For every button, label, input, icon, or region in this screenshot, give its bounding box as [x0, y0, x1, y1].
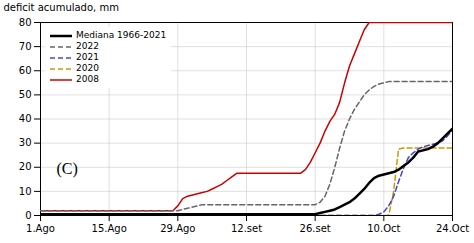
svg-text:0: 0 [25, 210, 31, 221]
svg-text:(C): (C) [57, 160, 78, 178]
svg-text:deficit acumulado, mm: deficit acumulado, mm [4, 2, 119, 13]
svg-text:40: 40 [19, 113, 32, 124]
svg-text:26.set: 26.set [300, 223, 331, 234]
svg-text:50: 50 [19, 89, 32, 100]
html-text:2022: 2022 [76, 41, 99, 51]
svg-text:20: 20 [19, 161, 32, 172]
html-text:Mediana 1966-2021: Mediana 1966-2021 [76, 30, 167, 40]
svg-text:15.Ago: 15.Ago [92, 223, 127, 234]
html-text:2021: 2021 [76, 52, 99, 62]
svg-text:80: 80 [19, 17, 32, 28]
svg-text:24.Oct: 24.Oct [436, 223, 469, 234]
svg-text:60: 60 [19, 65, 32, 76]
svg-text:70: 70 [19, 41, 32, 52]
html-text:2020: 2020 [76, 63, 99, 73]
svg-text:29.Ago: 29.Ago [160, 223, 195, 234]
svg-text:30: 30 [19, 137, 32, 148]
svg-text:10: 10 [19, 186, 32, 197]
svg-text:10.Oct: 10.Oct [367, 223, 400, 234]
html-text:2008: 2008 [76, 74, 99, 84]
svg-text:1.Ago: 1.Ago [26, 223, 55, 234]
svg-text:12.set: 12.set [231, 223, 262, 234]
